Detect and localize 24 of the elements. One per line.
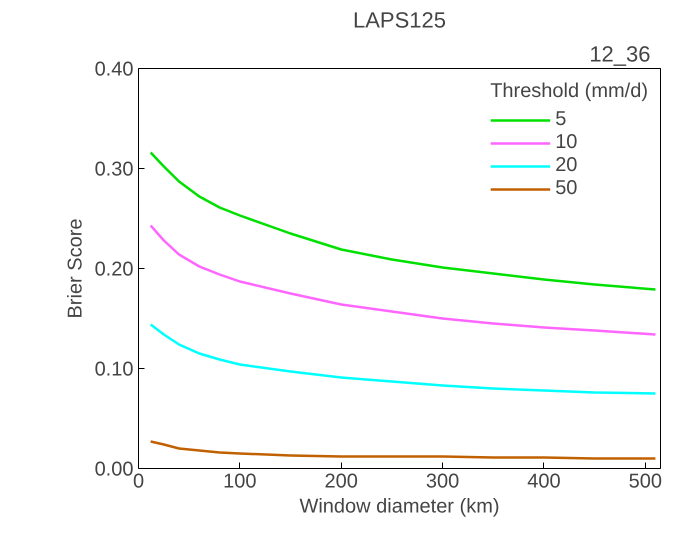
- x-tick-label: 200: [324, 470, 358, 492]
- legend-label: 5: [555, 108, 568, 131]
- x-tick-label: 0: [132, 470, 144, 492]
- line-series: [149, 224, 657, 336]
- text: 12_36: [589, 42, 651, 66]
- line-series: [149, 440, 657, 460]
- x-tick-label: 500: [628, 470, 662, 492]
- chart-title: LAPS125: [353, 8, 446, 32]
- x-tick-label: 300: [426, 470, 460, 492]
- legend-label: 20: [555, 154, 578, 177]
- x-tick-label: 400: [527, 470, 561, 492]
- line-series: [149, 151, 657, 291]
- x-axis-title: Window diameter (km): [299, 496, 500, 518]
- x-tick-label: 100: [223, 470, 257, 492]
- legend-label: 10: [555, 131, 578, 154]
- y-tick-label: 0.00: [94, 458, 134, 480]
- y-tick-label: 0.20: [94, 258, 134, 280]
- y-tick-label: 0.40: [94, 58, 134, 80]
- y-tick-label: 0.30: [94, 158, 134, 180]
- y-tick-label: 0.10: [94, 358, 134, 380]
- legend-title: Threshold (mm/d): [490, 80, 648, 103]
- y-axis-title: Brier Score: [64, 218, 87, 319]
- line-series: [149, 323, 657, 395]
- legend-label: 50: [555, 177, 578, 200]
